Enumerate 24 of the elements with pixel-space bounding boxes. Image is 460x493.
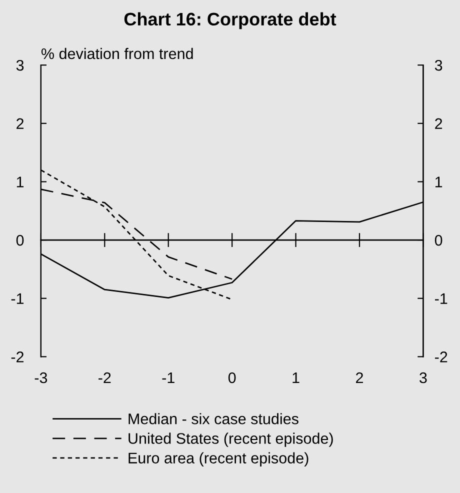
legend-label: United States (recent episode) (128, 432, 333, 447)
y2-tick-label: 2 (435, 118, 442, 129)
y2-tick-label: 0 (434, 234, 442, 246)
y-tick-label: -1 (11, 293, 24, 304)
x-tick-label: -3 (34, 372, 48, 384)
legend-label: Median - six case studies (128, 413, 298, 424)
legend-label: Euro area (recent episode) (128, 452, 308, 466)
x-tick-label: -1 (162, 372, 174, 384)
x-tick-label: -2 (98, 372, 111, 384)
y-tick-label: 3 (16, 60, 24, 71)
y-axis-title: % deviation from trend (41, 48, 193, 60)
y2-tick-label: 3 (434, 60, 442, 71)
chart-title: Chart 16: Corporate debt (124, 12, 336, 30)
y2-tick-label: -2 (434, 352, 448, 362)
x-tick-label: 0 (228, 372, 236, 384)
x-tick-label: 1 (292, 372, 300, 384)
y2-tick-label: -1 (434, 293, 448, 304)
y-tick-label: -2 (11, 352, 24, 362)
y-tick-label: 0 (16, 234, 24, 246)
x-tick-label: 2 (356, 372, 363, 384)
y-tick-label: 2 (16, 118, 24, 129)
y-tick-label: 1 (16, 176, 24, 188)
y2-tick-label: 1 (435, 176, 442, 188)
x-tick-label: 3 (420, 372, 427, 384)
